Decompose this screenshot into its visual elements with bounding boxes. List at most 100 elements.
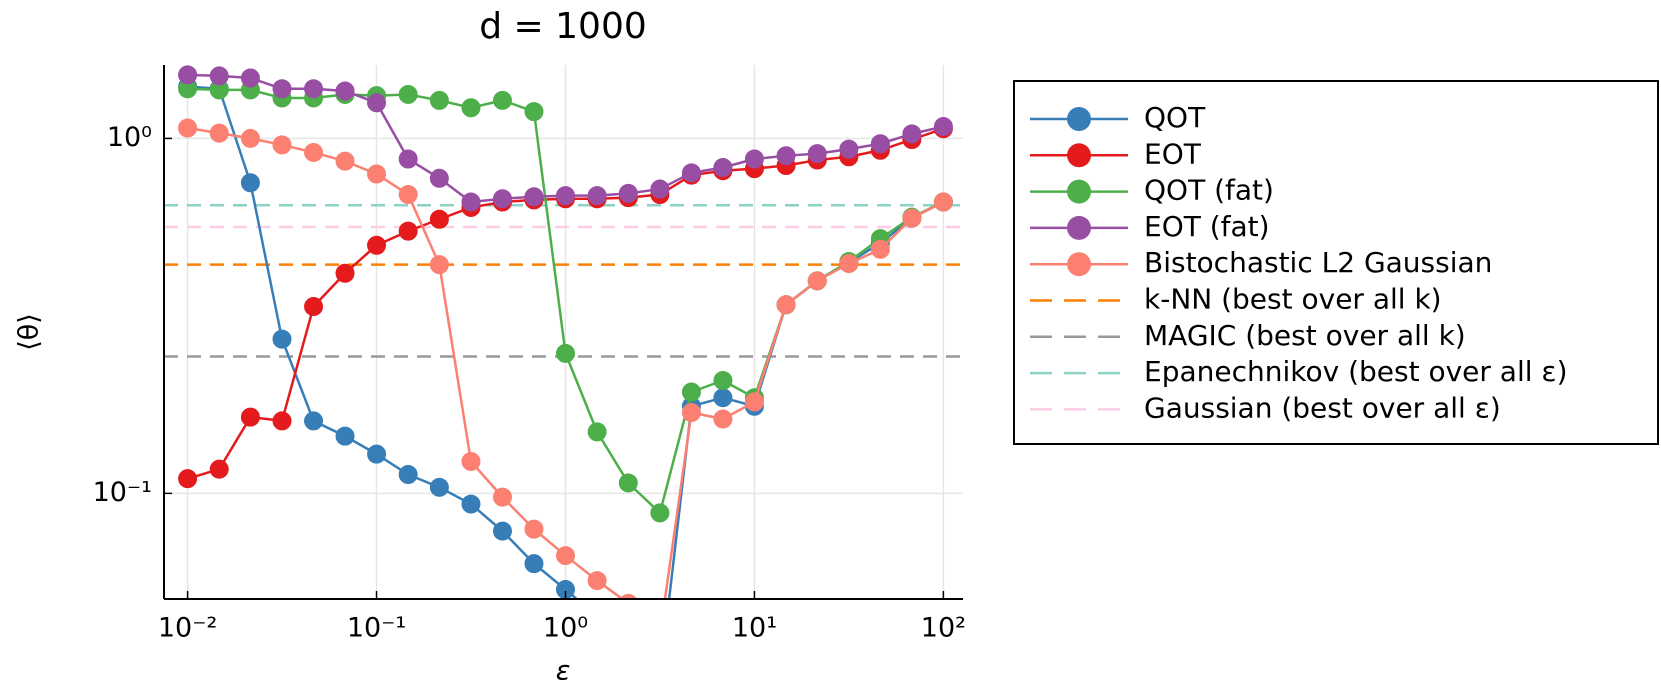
marker: [870, 134, 890, 154]
marker: [839, 139, 859, 159]
marker: [681, 382, 701, 402]
marker: [272, 135, 292, 155]
marker: [933, 192, 953, 212]
marker: [335, 263, 355, 283]
marker: [713, 409, 733, 429]
marker: [240, 407, 260, 427]
marker: [304, 79, 324, 99]
marker: [870, 239, 890, 259]
marker: [304, 142, 324, 162]
marker: [650, 503, 670, 523]
legend-marker: [1067, 107, 1091, 131]
legend-label: QOT (fat): [1144, 174, 1274, 207]
marker: [398, 84, 418, 104]
x-tick-label: 10¹: [732, 613, 777, 644]
marker: [776, 295, 796, 315]
marker: [492, 90, 512, 110]
marker: [304, 297, 324, 317]
marker: [461, 98, 481, 118]
axes: 10⁻² 10⁻¹ 10⁰ 10¹ 10² 10⁻¹ 10⁰: [93, 65, 966, 644]
legend-marker: [1067, 143, 1091, 168]
marker: [178, 469, 198, 489]
marker: [555, 186, 575, 206]
legend-label: QOT: [1144, 101, 1206, 134]
marker: [335, 81, 355, 101]
marker: [429, 255, 449, 275]
y-tick-label: 10⁰: [107, 122, 152, 153]
marker: [619, 646, 637, 664]
marker: [178, 65, 198, 85]
marker: [555, 343, 575, 363]
marker: [240, 128, 260, 148]
marker: [209, 123, 229, 143]
marker: [902, 124, 922, 144]
marker: [744, 149, 764, 169]
legend-label: EOT: [1144, 137, 1202, 170]
marker: [492, 189, 512, 209]
marker: [651, 670, 669, 688]
marker: [807, 271, 827, 291]
marker: [902, 208, 922, 228]
marker: [178, 118, 198, 138]
marker: [429, 477, 449, 497]
marker: [461, 192, 481, 212]
legend-label: k-NN (best over all k): [1144, 283, 1442, 316]
legend-label: MAGIC (best over all k): [1144, 319, 1466, 352]
x-tick-label: 10⁰: [543, 613, 588, 644]
marker: [839, 254, 859, 274]
marker: [776, 146, 796, 166]
marker: [587, 571, 607, 591]
chart-title: d = 1000: [479, 6, 647, 47]
marker: [209, 66, 229, 86]
marker: [398, 149, 418, 169]
marker: [619, 593, 637, 599]
marker: [713, 388, 733, 408]
marker: [367, 235, 387, 255]
marker: [398, 221, 418, 241]
marker: [524, 554, 544, 574]
marker: [367, 93, 387, 113]
plot-area: [164, 65, 963, 688]
legend-marker: [1067, 215, 1091, 240]
x-tick-label: 10⁻¹: [347, 613, 406, 644]
marker: [272, 329, 292, 349]
marker: [555, 546, 575, 566]
legend-marker: [1067, 179, 1091, 204]
marker: [524, 519, 544, 539]
marker: [367, 444, 387, 464]
marker: [398, 465, 418, 485]
y-axis-label: ⟨θ⟩: [14, 313, 45, 351]
marker: [335, 151, 355, 171]
marker: [240, 68, 260, 88]
marker: [681, 402, 701, 422]
marker: [272, 79, 292, 99]
marker: [461, 494, 481, 514]
marker: [398, 185, 418, 205]
marker: [429, 209, 449, 229]
legend-label: Bistochastic L2 Gaussian: [1144, 246, 1492, 279]
legend-label: EOT (fat): [1144, 210, 1270, 243]
marker: [618, 183, 638, 203]
marker: [650, 179, 670, 199]
marker: [713, 370, 733, 390]
legend-marker: [1067, 252, 1091, 277]
marker: [240, 173, 260, 193]
y-tick-label: 10⁻¹: [93, 477, 152, 508]
x-tick-label: 10⁻²: [158, 613, 217, 644]
marker: [461, 451, 481, 471]
marker: [713, 158, 733, 178]
marker: [681, 163, 701, 183]
marker: [744, 392, 764, 412]
legend-box: [1013, 80, 1659, 445]
marker: [933, 117, 953, 137]
marker: [429, 168, 449, 188]
marker: [524, 102, 544, 122]
marker: [651, 626, 669, 644]
marker: [335, 426, 355, 446]
marker: [492, 487, 512, 507]
x-axis-label: ε: [556, 656, 571, 687]
marker: [587, 422, 607, 442]
marker: [492, 521, 512, 541]
